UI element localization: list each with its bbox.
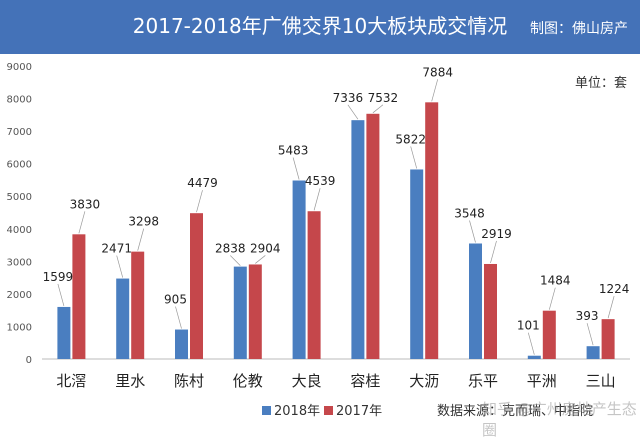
value-label: 1224 (599, 282, 630, 296)
label-leader (372, 104, 384, 114)
value-label: 101 (517, 319, 540, 333)
bar-2017 (307, 211, 321, 359)
chart-title: 2017-2018年广佛交界10大板块成交情况 (132, 14, 508, 38)
label-leader (137, 228, 145, 251)
value-label: 7532 (368, 91, 399, 105)
value-label: 905 (164, 293, 187, 307)
legend-swatch-2018 (262, 406, 271, 415)
label-leader (255, 255, 266, 264)
bar-2017 (601, 319, 615, 359)
category-label: 容桂 (350, 372, 380, 390)
chart-credit: 制图：佛山房产 (530, 21, 628, 37)
bar-2018 (527, 355, 541, 359)
value-label: 2919 (481, 227, 512, 241)
value-label: 2838 (215, 241, 246, 255)
bar-2018 (292, 180, 306, 359)
label-leader (527, 332, 535, 355)
value-label: 3830 (70, 197, 101, 211)
value-label: 3548 (454, 206, 485, 220)
value-label: 1599 (43, 270, 74, 284)
data-source-note: 数据来源：克而瑞、中指院 (437, 404, 594, 419)
value-label: 5822 (395, 132, 426, 146)
value-label: 1484 (540, 274, 571, 288)
category-label: 平洲 (527, 372, 557, 390)
label-leader (347, 104, 359, 120)
label-leader (469, 220, 476, 243)
label-leader (57, 283, 65, 307)
y-tick-label: 2000 (7, 290, 32, 301)
bars (57, 102, 615, 359)
bar-2017 (542, 310, 556, 359)
y-tick-label: 7000 (7, 127, 32, 138)
legend-label-2017: 2017年 (336, 404, 382, 419)
label-leader (410, 146, 418, 169)
y-axis-ticks: 0 1000 2000 3000 4000 5000 6000 7000 8000 9000 (7, 62, 32, 366)
bar-2017 (425, 102, 439, 359)
bar-2018 (57, 306, 71, 359)
value-label: 393 (576, 309, 599, 323)
label-leader (548, 287, 556, 310)
bar-2018 (351, 120, 365, 359)
value-label: 7884 (422, 65, 453, 79)
bar-2018 (233, 266, 247, 359)
value-label: 2471 (101, 242, 132, 256)
label-leader (490, 240, 497, 264)
label-leader (431, 79, 439, 102)
label-leader (78, 211, 86, 234)
bar-2018 (116, 278, 130, 359)
legend: 2018年 2017年 (262, 404, 382, 419)
category-label: 大沥 (409, 372, 439, 390)
value-label: 3298 (128, 215, 159, 229)
label-leader (175, 306, 182, 329)
value-label: 2904 (250, 241, 281, 255)
bar-2018 (410, 169, 424, 359)
y-tick-label: 3000 (7, 257, 32, 268)
value-labels: 1599 3830 2471 3298 905 4479 2838 2904 5483 4539 7… (43, 65, 630, 332)
bar-2017 (366, 113, 380, 359)
label-leader (230, 255, 241, 266)
title-banner (0, 0, 640, 54)
bar-2017 (484, 263, 497, 359)
bar-2017 (248, 264, 262, 359)
label-leader (116, 255, 124, 278)
category-label: 乐平 (468, 372, 498, 390)
y-tick-label: 5000 (7, 192, 32, 203)
label-leader (586, 323, 594, 346)
y-tick-label: 0 (26, 355, 32, 366)
value-label: 5483 (278, 143, 309, 157)
y-tick-label: 4000 (7, 225, 32, 236)
category-label: 大良 (292, 372, 322, 390)
category-label: 伦教 (233, 372, 263, 390)
bar-2017 (131, 251, 145, 359)
y-tick-label: 6000 (7, 160, 32, 171)
label-leader (607, 296, 615, 319)
category-label: 里水 (115, 372, 145, 390)
category-label: 北滘 (56, 372, 86, 390)
category-label: 陈村 (174, 372, 204, 390)
value-label: 4479 (187, 176, 218, 190)
watermark-text: 知乎 @广州房地产生态圈 (482, 400, 637, 439)
unit-label: 单位：套 (575, 75, 627, 91)
label-leader (313, 188, 321, 211)
y-tick-label: 9000 (7, 62, 32, 73)
y-tick-label: 8000 (7, 95, 32, 106)
value-label: 4539 (305, 174, 336, 188)
bar-2018 (469, 243, 482, 359)
legend-swatch-2017 (324, 406, 333, 415)
category-label: 三山 (586, 372, 616, 390)
category-labels: 北滘 里水 陈村 伦教 大良 容桂 大沥 乐平 平洲 三山 (56, 372, 615, 390)
value-label: 7336 (333, 91, 364, 105)
legend-label-2018: 2018年 (274, 404, 320, 419)
bar-2018 (586, 346, 600, 359)
bar-2017 (72, 234, 86, 359)
bar-2017 (190, 213, 203, 359)
bar-2018 (175, 329, 188, 359)
y-tick-label: 1000 (7, 322, 32, 333)
label-leaders (57, 79, 615, 355)
label-leader (196, 190, 203, 213)
label-leader (292, 157, 300, 180)
